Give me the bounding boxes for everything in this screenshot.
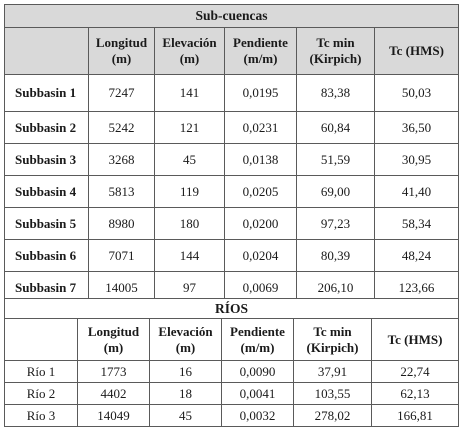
cell-slope: 0,0032	[221, 404, 294, 427]
table-row: Río 3 14049 45 0,0032 278,02 166,81	[4, 404, 460, 427]
rivers-header-tc-hms: Tc (HMS)	[370, 318, 460, 361]
subbasins-header-tc-kirpich: Tc min (Kirpich)	[296, 27, 375, 75]
table-row: Subbasin 2 5242 121 0,0231 60,84 36,50	[4, 111, 460, 144]
cell-tc-hms: 58,34	[373, 207, 460, 240]
cell-elevation: 45	[154, 143, 225, 176]
cell-tc-hms: 166,81	[370, 404, 460, 427]
cell-tc-kirpich: 37,91	[293, 360, 372, 383]
rivers-header-slope: Pendiente (m/m)	[221, 318, 294, 361]
cell-length: 1773	[77, 360, 150, 383]
row-label: Río 1	[4, 360, 78, 383]
cell-length: 4402	[77, 382, 150, 405]
cell-slope: 0,0138	[224, 143, 297, 176]
row-label: Río 2	[4, 382, 78, 405]
cell-tc-kirpich: 103,55	[293, 382, 372, 405]
cell-tc-kirpich: 51,59	[296, 143, 375, 176]
rivers-corner-cell	[4, 318, 78, 361]
cell-length: 5242	[88, 111, 155, 144]
cell-length: 8980	[88, 207, 155, 240]
cell-elevation: 141	[154, 74, 225, 112]
rivers-header-tc-kirpich: Tc min (Kirpich)	[293, 318, 372, 361]
subbasins-header-length: Longitud (m)	[88, 27, 155, 75]
cell-slope: 0,0205	[224, 175, 297, 208]
cell-elevation: 45	[149, 404, 222, 427]
row-label: Subbasin 6	[4, 239, 89, 272]
row-label: Río 3	[4, 404, 78, 427]
table-row: Subbasin 5 8980 180 0,0200 97,23 58,34	[4, 207, 460, 240]
subbasins-header-tc-hms: Tc (HMS)	[373, 27, 460, 75]
table-row: Subbasin 3 3268 45 0,0138 51,59 30,95	[4, 143, 460, 176]
cell-tc-hms: 48,24	[373, 239, 460, 272]
subbasins-header-slope: Pendiente (m/m)	[224, 27, 297, 75]
cell-length: 14049	[77, 404, 150, 427]
subbasins-corner-cell	[4, 27, 89, 75]
cell-tc-kirpich: 278,02	[293, 404, 372, 427]
cell-tc-hms: 36,50	[373, 111, 460, 144]
cell-tc-kirpich: 83,38	[296, 74, 375, 112]
cell-elevation: 144	[154, 239, 225, 272]
cell-elevation: 18	[149, 382, 222, 405]
cell-slope: 0,0231	[224, 111, 297, 144]
cell-length: 7071	[88, 239, 155, 272]
table-row: Subbasin 4 5813 119 0,0205 69,00 41,40	[4, 175, 460, 208]
cell-slope: 0,0041	[221, 382, 294, 405]
rivers-header-elevation: Elevación (m)	[149, 318, 222, 361]
cell-slope: 0,0195	[224, 74, 297, 112]
cell-tc-kirpich: 60,84	[296, 111, 375, 144]
cell-length: 7247	[88, 74, 155, 112]
cell-tc-hms: 41,40	[373, 175, 460, 208]
cell-slope: 0,0204	[224, 239, 297, 272]
rivers-table: RÍOS Longitud (m) Elevación (m) Pendiente(…	[3, 298, 460, 427]
row-label: Subbasin 1	[4, 74, 89, 112]
subbasins-table: Sub-cuencas Longitud (m) Elevación (m) Pen…	[3, 4, 460, 304]
cell-slope: 0,0200	[224, 207, 297, 240]
cell-elevation: 180	[154, 207, 225, 240]
row-label: Subbasin 2	[4, 111, 89, 144]
row-label: Subbasin 3	[4, 143, 89, 176]
cell-elevation: 16	[149, 360, 222, 383]
subbasins-header-elevation: Elevación (m)	[154, 27, 225, 75]
cell-tc-hms: 62,13	[370, 382, 460, 405]
cell-length: 3268	[88, 143, 155, 176]
subbasins-body: Subbasin 1 7247 141 0,0195 83,38 50,03 S…	[4, 74, 460, 304]
cell-tc-hms: 30,95	[373, 143, 460, 176]
cell-tc-hms: 22,74	[370, 360, 460, 383]
cell-length: 5813	[88, 175, 155, 208]
rivers-body: Río 1 1773 16 0,0090 37,91 22,74 Río 2 4…	[4, 360, 460, 427]
row-label: Subbasin 5	[4, 207, 89, 240]
rivers-title: RÍOS	[3, 298, 460, 319]
row-label: Subbasin 4	[4, 175, 89, 208]
cell-tc-kirpich: 69,00	[296, 175, 375, 208]
table-row: Río 2 4402 18 0,0041 103,55 62,13	[4, 382, 460, 405]
cell-elevation: 121	[154, 111, 225, 144]
cell-slope: 0,0090	[221, 360, 294, 383]
cell-tc-kirpich: 97,23	[296, 207, 375, 240]
cell-tc-hms: 50,03	[373, 74, 460, 112]
rivers-header-length: Longitud (m)	[77, 318, 150, 361]
table-row: Río 1 1773 16 0,0090 37,91 22,74	[4, 360, 460, 383]
table-row: Subbasin 6 7071 144 0,0204 80,39 48,24	[4, 239, 460, 272]
cell-elevation: 119	[154, 175, 225, 208]
table-row: Subbasin 1 7247 141 0,0195 83,38 50,03	[4, 74, 460, 112]
subbasins-title: Sub-cuencas	[3, 4, 460, 28]
cell-tc-kirpich: 80,39	[296, 239, 375, 272]
